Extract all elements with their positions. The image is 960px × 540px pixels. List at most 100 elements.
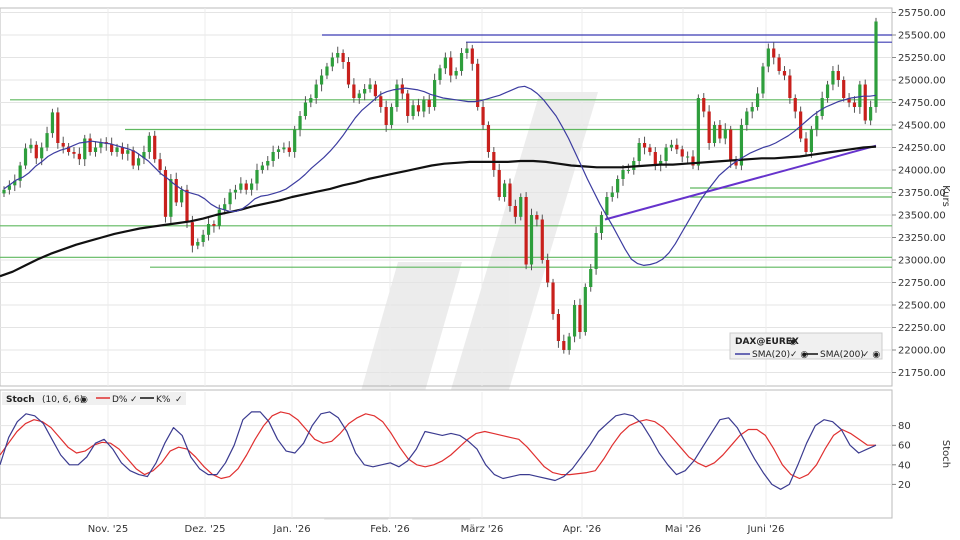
candle-up xyxy=(45,133,49,148)
candle-up xyxy=(255,170,259,184)
time-tick-label: März '26 xyxy=(461,524,504,535)
legend-d-toggle[interactable]: ✓ xyxy=(130,395,138,405)
candle-down xyxy=(546,260,550,283)
stoch-axis-title: Stoch xyxy=(940,440,951,468)
candle-up xyxy=(266,161,270,166)
candle-down xyxy=(707,111,711,143)
legend-k-toggle[interactable]: ✓ xyxy=(175,395,183,405)
candle-down xyxy=(72,152,76,154)
candle-down xyxy=(788,75,792,98)
stoch-lines xyxy=(0,411,877,490)
candle-up xyxy=(13,180,17,186)
candle-up xyxy=(330,57,334,67)
candle-down xyxy=(449,57,453,76)
candle-up xyxy=(669,144,674,148)
candle-down xyxy=(77,153,81,160)
candle-up xyxy=(626,170,630,171)
candle-down xyxy=(384,107,388,125)
candle-down xyxy=(185,189,189,223)
candle-down xyxy=(497,170,501,197)
candle-up xyxy=(686,156,690,158)
candle-down xyxy=(153,135,157,160)
candle-up xyxy=(621,170,625,179)
candle-down xyxy=(642,143,647,148)
candle-down xyxy=(56,112,60,143)
stoch-params: (10, 6, 6) xyxy=(42,395,83,405)
price-tick-label: 22250.00 xyxy=(898,323,946,334)
legend-sma20-toggle[interactable]: ✓ ◉ xyxy=(790,350,808,360)
candle-down xyxy=(680,149,684,157)
candle-down xyxy=(836,71,840,80)
candle-up xyxy=(271,152,275,161)
candle-up xyxy=(169,179,173,217)
candle-up xyxy=(99,142,103,148)
stoch-params-icon[interactable]: ◉ xyxy=(80,395,88,405)
candle-down xyxy=(729,129,733,161)
price-tick-label: 22750.00 xyxy=(898,278,946,289)
candle-up xyxy=(572,305,577,337)
candle-up xyxy=(357,93,361,98)
candle-down xyxy=(540,219,544,260)
time-tick-label: Juni '26 xyxy=(746,524,784,535)
candle-up xyxy=(303,102,308,116)
candle-up xyxy=(7,185,11,190)
moving-averages xyxy=(0,85,877,278)
candle-down xyxy=(61,143,65,147)
candle-up xyxy=(233,189,238,193)
candle-up xyxy=(874,21,878,107)
candle-up xyxy=(196,242,200,246)
candle-down xyxy=(110,143,114,152)
legend-instrument: DAX@EUREX xyxy=(735,337,799,347)
stoch-tick-label: 80 xyxy=(898,421,911,432)
candle-up xyxy=(276,149,281,152)
candle-down xyxy=(287,147,291,152)
candle-up xyxy=(29,144,33,149)
stoch-axis: 80 60 40 20 xyxy=(892,421,911,491)
candle-down xyxy=(718,125,722,139)
candle-up xyxy=(411,105,415,116)
price-tick-label: 24750.00 xyxy=(898,98,946,109)
candle-down xyxy=(481,107,485,125)
candle-up xyxy=(459,53,464,71)
candle-up xyxy=(325,66,329,76)
stoch-tick-label: 20 xyxy=(898,480,911,491)
stoch-tick-label: 40 xyxy=(898,460,911,471)
candle-down xyxy=(190,222,194,246)
candle-down xyxy=(244,183,248,190)
price-tick-label: 25000.00 xyxy=(898,76,946,87)
candle-down xyxy=(406,93,410,116)
legend-sma200-toggle[interactable]: ✓ ◉ xyxy=(862,350,880,360)
candle-down xyxy=(535,215,539,220)
candle-up xyxy=(809,129,814,152)
time-tick-label: Nov. '25 xyxy=(88,524,129,535)
candle-down xyxy=(163,170,168,217)
price-tick-label: 23250.00 xyxy=(898,233,946,244)
candle-down xyxy=(174,179,178,203)
candle-up xyxy=(309,98,313,103)
candle-up xyxy=(2,189,6,194)
candle-up xyxy=(712,125,717,143)
price-tick-label: 23500.00 xyxy=(898,211,946,222)
candle-up xyxy=(239,183,243,190)
candle-up xyxy=(605,197,609,215)
candle-down xyxy=(513,206,517,217)
candle-down xyxy=(88,138,92,152)
price-tick-label: 23000.00 xyxy=(898,256,946,267)
candle-down xyxy=(772,48,776,58)
candle-down xyxy=(341,53,345,62)
candle-down xyxy=(675,144,679,150)
candle-down xyxy=(352,84,356,98)
price-tick-label: 22500.00 xyxy=(898,301,946,312)
time-tick-label: Dez. '25 xyxy=(185,524,226,535)
candle-up xyxy=(136,158,141,166)
price-axis-title: Kurs xyxy=(940,185,951,207)
candle-down xyxy=(470,48,474,64)
legend-instrument-icon[interactable]: ◉ xyxy=(789,337,797,347)
candle-up xyxy=(696,98,700,166)
candle-up xyxy=(438,68,442,80)
candle-down xyxy=(852,102,857,107)
time-tick-label: Mai '26 xyxy=(665,524,701,535)
candle-up xyxy=(583,287,587,332)
candle-down xyxy=(373,84,378,97)
